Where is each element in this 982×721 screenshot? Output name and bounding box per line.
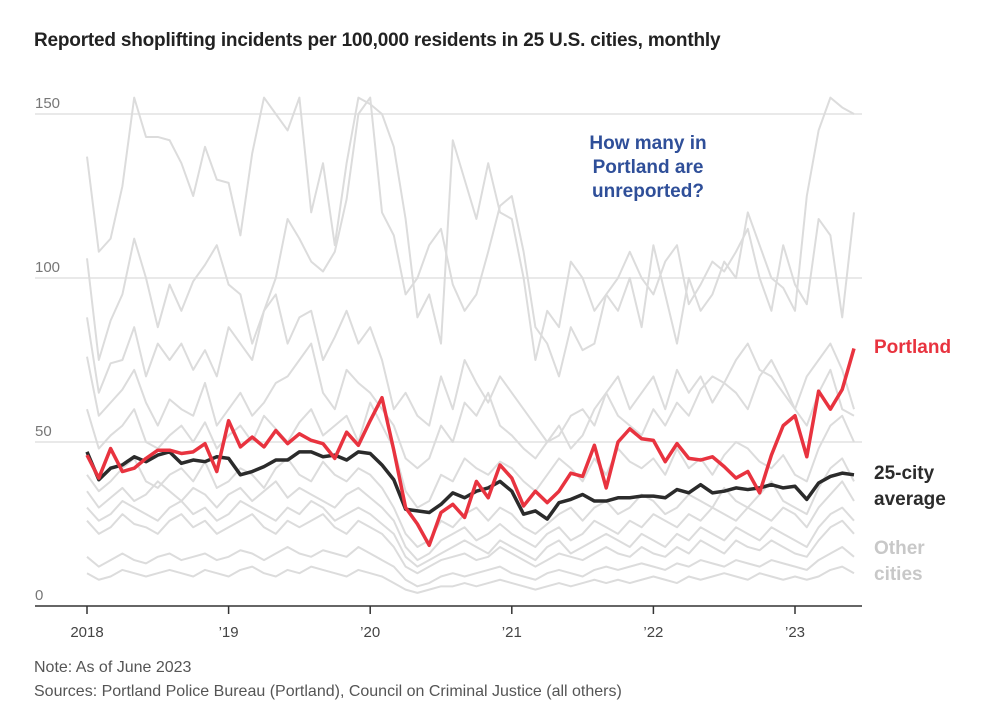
other-city-line	[86, 96, 855, 378]
y-tick-label: 0	[35, 587, 43, 604]
other-city-line	[86, 500, 855, 568]
y-tick-label: 50	[35, 423, 52, 440]
other-city-line	[86, 565, 855, 594]
other-city-line	[86, 545, 855, 588]
portland-line	[85, 348, 856, 548]
chart-title: Reported shoplifting incidents per 100,0…	[34, 30, 721, 51]
x-tick-label: ’23	[785, 624, 805, 641]
annotation: How many in Portland are unreported?	[589, 133, 707, 202]
other-city-line	[86, 401, 855, 509]
other-city-line	[86, 480, 855, 562]
x-tick-label: 2018	[70, 624, 103, 641]
x-tick-label: ’20	[360, 624, 380, 641]
portland-label: Portland	[874, 337, 952, 358]
other-cities-label: Other cities	[874, 538, 925, 585]
y-tick-label: 100	[35, 259, 60, 276]
x-tick-label: ’19	[219, 624, 239, 641]
other-city-line	[86, 293, 855, 443]
x-tick-label: ’22	[643, 624, 663, 641]
note-text: Note: As of June 2023	[34, 659, 192, 676]
sources-text: Sources: Portland Police Bureau (Portlan…	[34, 683, 622, 700]
other-city-line	[86, 513, 855, 575]
average-label: 25-city average	[874, 463, 946, 510]
other-city-line	[86, 342, 855, 470]
x-tick-label: ’21	[502, 624, 522, 641]
other-city-line	[86, 96, 855, 361]
y-tick-label: 150	[35, 95, 60, 112]
